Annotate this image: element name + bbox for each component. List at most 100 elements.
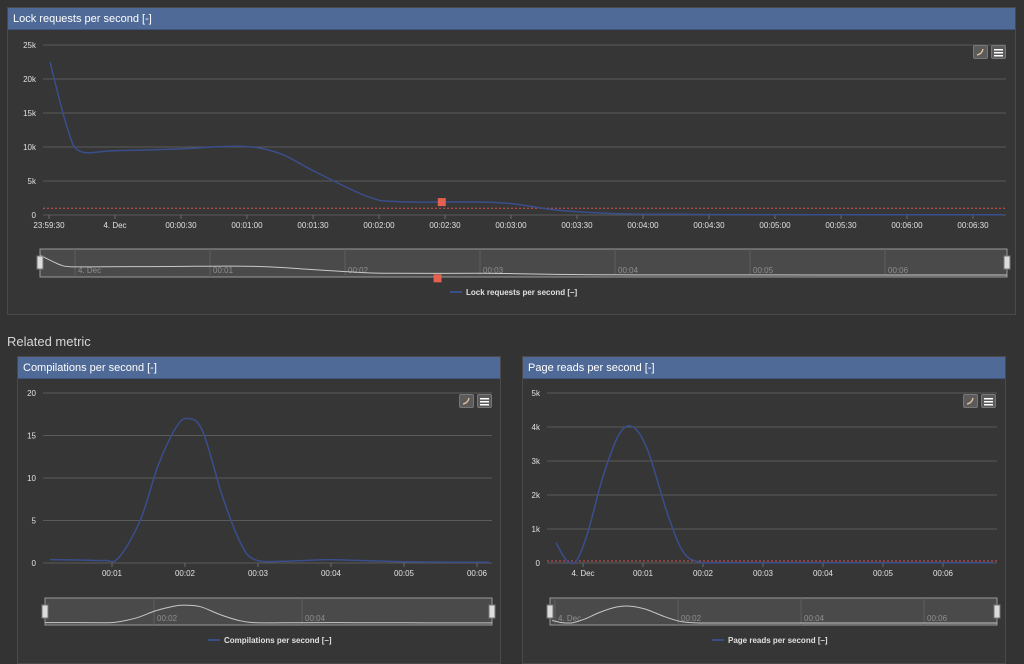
navigator-label: 00:04 [804,614,825,623]
x-tick-label: 00:06:30 [957,221,989,230]
y-tick-label: 20 [27,389,36,398]
page-reads-chart: 0 1k 2k 3k 4k 5k 4. Dec 00:01 00:02 00:03 00:04 00:… [532,389,1001,645]
x-tick-label: 00:02:30 [429,221,461,230]
x-tick-label: 00:05:00 [759,221,791,230]
zoom-reset-button[interactable] [973,45,988,59]
navigator-series [551,605,997,624]
x-tick-label: 00:01:30 [297,221,329,230]
y-tick-label: 15k [23,109,37,118]
navigator-label: 00:05 [753,266,774,275]
navigator-label: 00:04 [305,614,326,623]
y-tick-label: 10k [23,143,37,152]
x-tick-label: 00:05:30 [825,221,857,230]
x-tick-label: 4. Dec [571,569,594,578]
navigator-label: 00:02 [157,614,178,623]
y-tick-label: 3k [532,457,541,466]
zoom-reset-icon [462,397,470,405]
navigator-handle[interactable] [993,604,1001,619]
x-tick-label: 00:06 [933,569,954,578]
page-reads-header: Page reads per second [-] [523,357,1005,379]
x-tick-label: 00:01 [633,569,654,578]
lock-requests-panel: Lock requests per second [-] 0 5k 10k 15k 20… [7,7,1016,315]
y-tick-label: 2k [532,491,541,500]
y-tick-label: 5 [32,517,37,526]
zoom-reset-icon [976,48,984,56]
navigator-handle[interactable] [41,604,49,619]
y-tick-label: 0 [536,559,541,568]
x-tick-label: 00:03 [248,569,269,578]
page-reads-panel: Page reads per second [-] 0 1k 2k 3k 4k 5k 4. … [522,356,1006,664]
series-line [49,61,1004,216]
menu-icon [480,398,489,406]
y-tick-label: 0 [32,559,37,568]
navigator-label: 00:02 [681,614,702,623]
y-tick-label: 25k [23,41,37,50]
navigator-window [549,597,998,626]
x-tick-label: 00:01 [102,569,123,578]
section-title: Related metric [7,334,91,349]
x-tick-label: 00:03 [753,569,774,578]
zoom-reset-button[interactable] [459,394,474,408]
y-tick-label: 4k [532,423,541,432]
x-tick-label: 00:05 [394,569,415,578]
navigator-handle[interactable] [546,604,554,619]
navigator-series [39,254,1007,276]
x-tick-label: 00:02 [693,569,714,578]
navigator-handle[interactable] [1003,255,1011,270]
y-tick-label: 1k [532,525,541,534]
y-tick-label: 5k [28,177,37,186]
series-line [49,417,489,563]
x-tick-label: 00:03:00 [495,221,527,230]
navigator-label: 4. Dec [78,266,101,275]
y-tick-label: 15 [27,432,36,441]
menu-button[interactable] [981,394,996,408]
navigator-marker [433,274,442,283]
compilations-panel: Compilations per second [-] 0 5 10 15 20 00:0… [17,356,501,664]
navigator-handle[interactable] [488,604,496,619]
lock-requests-chart: 0 5k 10k 15k 20k 25k 23:59:30 4. Dec 00:00:30 00:… [23,41,1011,297]
navigator-window [44,597,493,626]
series-line [555,425,994,565]
y-tick-label: 5k [532,389,541,398]
navigator-window [39,248,1008,278]
legend-item[interactable]: Lock requests per second [–] [466,288,577,297]
x-tick-label: 00:06:00 [891,221,923,230]
x-tick-label: 00:04 [813,569,834,578]
menu-icon [994,49,1003,57]
menu-icon [984,398,993,406]
navigator-series [45,604,492,624]
x-tick-label: 00:00:30 [165,221,197,230]
legend-item[interactable]: Page reads per second [–] [728,636,828,645]
compilations-chart: 0 5 10 15 20 00:01 00:02 00:03 00:04 00:05 00:06 00… [27,389,496,645]
x-tick-label: 00:02 [175,569,196,578]
menu-button[interactable] [477,394,492,408]
x-tick-label: 00:03:30 [561,221,593,230]
x-tick-label: 23:59:30 [33,221,65,230]
navigator-label: 00:06 [927,614,948,623]
zoom-reset-icon [966,397,974,405]
threshold-marker [437,198,446,207]
x-tick-label: 00:01:00 [231,221,263,230]
x-tick-label: 00:05 [873,569,894,578]
navigator-label: 00:06 [888,266,909,275]
zoom-reset-button[interactable] [963,394,978,408]
menu-button[interactable] [991,45,1006,59]
x-tick-label: 4. Dec [103,221,126,230]
navigator-handle[interactable] [36,255,44,270]
y-tick-label: 10 [27,474,36,483]
navigator-label: 00:01 [213,266,234,275]
navigator-label: 00:04 [618,266,639,275]
x-tick-label: 00:02:00 [363,221,395,230]
x-tick-label: 00:06 [467,569,488,578]
navigator-label: 00:02 [348,266,369,275]
navigator-label: 00:03 [483,266,504,275]
legend-item[interactable]: Compilations per second [–] [224,636,332,645]
navigator-label: 4. Dec [558,614,581,623]
y-tick-label: 20k [23,75,37,84]
y-tick-label: 0 [32,211,37,220]
x-tick-label: 00:04:00 [627,221,659,230]
x-tick-label: 00:04 [321,569,342,578]
compilations-header: Compilations per second [-] [18,357,500,379]
x-tick-label: 00:04:30 [693,221,725,230]
lock-requests-header: Lock requests per second [-] [8,8,1015,30]
